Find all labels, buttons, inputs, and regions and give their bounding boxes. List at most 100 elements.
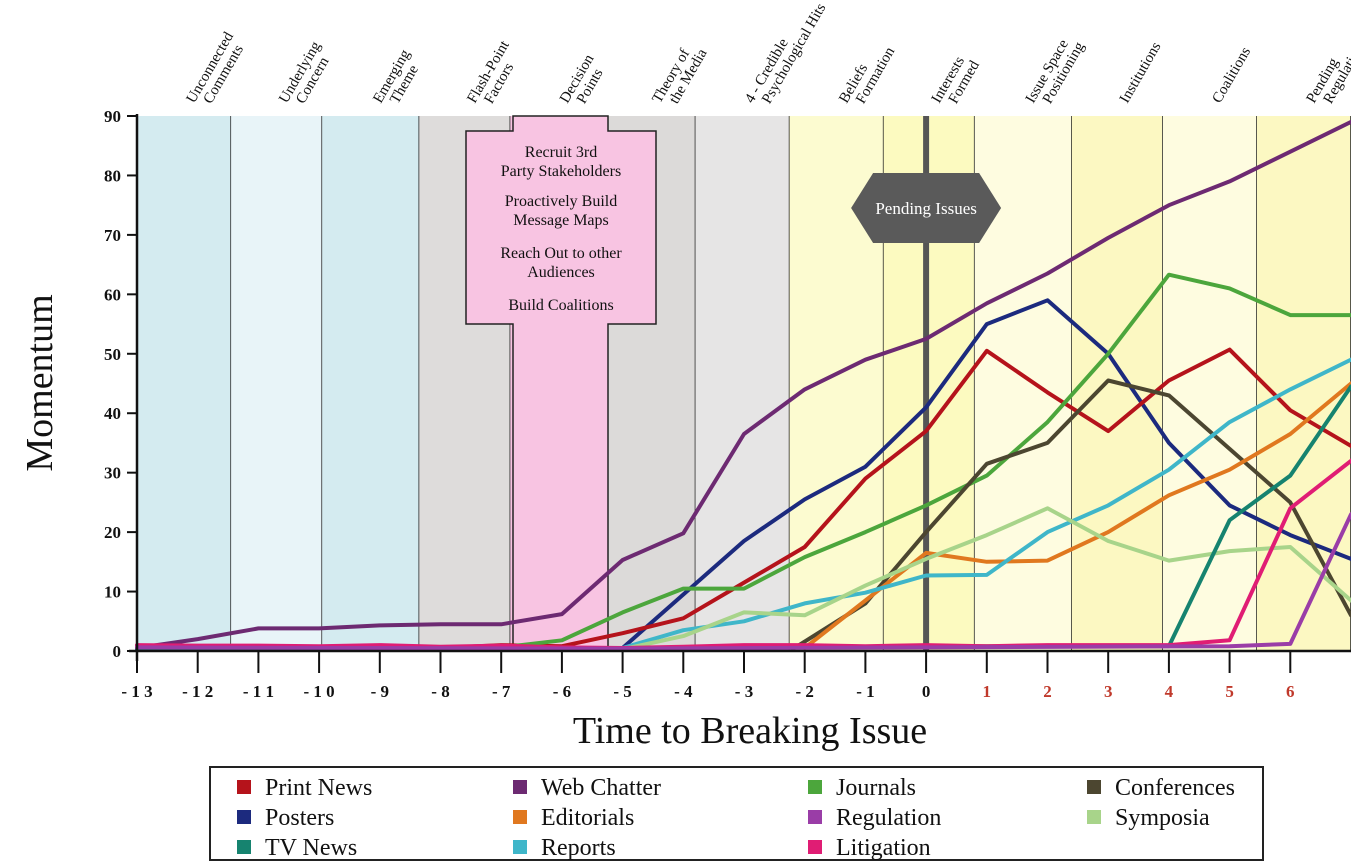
- x-tick-label: - 7: [492, 682, 511, 701]
- legend-item: Editorials: [513, 804, 634, 832]
- legend-label: Editorials: [541, 805, 635, 831]
- phase-label: Issue SpacePositioning: [1023, 31, 1088, 113]
- y-tick-label: 50: [104, 345, 121, 364]
- phase-label: Institutions: [1117, 39, 1165, 106]
- phase-label: DecisionPoints: [557, 51, 611, 113]
- pending-issues-label: Pending Issues: [875, 199, 977, 218]
- series-line: [499, 272, 1351, 650]
- x-tick-label: 2: [1043, 682, 1052, 701]
- phase-labels: UnconnectedComments UnderlyingConcern Emer…: [184, 0, 1351, 114]
- legend: Print News Web Chatter Journals Conferences…: [209, 766, 1264, 861]
- y-tick-label: 90: [104, 107, 121, 126]
- x-tick-label: 4: [1165, 682, 1174, 701]
- x-tick-label: 3: [1104, 682, 1113, 701]
- x-tick-label: - 1 1: [243, 682, 274, 701]
- y-tick-label: 70: [104, 226, 121, 245]
- phase-band: [322, 116, 420, 651]
- legend-item: Regulation: [808, 804, 941, 832]
- y-tick-label: 20: [104, 523, 121, 542]
- pending-issues-badge: [851, 173, 1002, 243]
- legend-item: Posters: [237, 804, 334, 832]
- legend-label: TV News: [265, 835, 358, 861]
- annotations: Recruit 3rd Party Stakeholders Proactively…: [465, 115, 1002, 652]
- decision-box-text: Reach Out to other: [500, 245, 622, 262]
- x-axis-label: Time to Breaking Issue: [573, 710, 927, 752]
- x-tick-label: - 1 3: [121, 682, 152, 701]
- legend-item: TV News: [237, 834, 357, 862]
- legend-swatch: [513, 810, 527, 824]
- x-tick-label: 5: [1225, 682, 1234, 701]
- decision-box-text: Party Stakeholders: [501, 163, 621, 180]
- phase-band: [1162, 116, 1257, 651]
- legend-item: Conferences: [1087, 774, 1235, 802]
- legend-item: Symposia: [1087, 804, 1210, 832]
- phase-label: UnderlyingConcern: [276, 38, 337, 113]
- decision-box-text: Message Maps: [513, 212, 609, 229]
- phase-label: Theory ofthe Media: [650, 38, 711, 113]
- legend-swatch: [808, 810, 822, 824]
- x-tick-label: - 8: [431, 682, 449, 701]
- decision-box-text: Proactively Build: [505, 193, 617, 210]
- phase-label: BeliefsFormation: [836, 37, 898, 114]
- phase-label: 4 - CrediblePsychological Hits: [742, 0, 829, 114]
- phase-label: EmergingTheme: [370, 47, 427, 114]
- decision-box-text: Audiences: [527, 264, 595, 281]
- legend-item: Web Chatter: [513, 774, 661, 802]
- legend-swatch: [237, 780, 251, 794]
- x-tick-label: 1: [983, 682, 992, 701]
- legend-label: Symposia: [1115, 805, 1210, 831]
- x-tick-label: - 2: [795, 682, 813, 701]
- series-line: [620, 357, 1351, 650]
- legend-label: Print News: [265, 775, 373, 801]
- phase-band: [137, 116, 232, 651]
- series-lines: [135, 119, 1351, 652]
- y-tick-label: 80: [104, 166, 121, 185]
- legend-swatch: [237, 840, 251, 854]
- y-tick-label: 10: [104, 583, 121, 602]
- series-line: [802, 381, 1351, 650]
- series-line: [135, 119, 1351, 650]
- legend-item: Litigation: [808, 834, 931, 862]
- legend-label: Regulation: [836, 805, 942, 831]
- decision-box-text: Build Coalitions: [508, 297, 613, 314]
- x-tick-label: - 9: [371, 682, 389, 701]
- phase-label: InterestsFormed: [929, 50, 983, 113]
- phase-label: Flash-PointFactors: [464, 37, 526, 113]
- legend-swatch: [1087, 780, 1101, 794]
- legend-item: Print News: [237, 774, 372, 802]
- y-tick-label: 30: [104, 464, 121, 483]
- decision-box-text: Recruit 3rd: [525, 144, 597, 161]
- y-tick-label: 0: [113, 642, 122, 661]
- phase-band: [695, 116, 790, 651]
- legend-item: Reports: [513, 834, 616, 862]
- series-line: [790, 378, 1351, 652]
- y-tick-label: 40: [104, 404, 121, 423]
- phase-label: UnconnectedComments: [184, 29, 251, 113]
- legend-label: Posters: [265, 805, 335, 831]
- phase-label: Coalitions: [1209, 44, 1254, 106]
- y-axis-label: Momentum: [19, 294, 61, 471]
- legend-swatch: [513, 780, 527, 794]
- x-tick-label: - 1: [856, 682, 874, 701]
- x-tick-label: 0: [922, 682, 931, 701]
- x-tick-label: - 4: [674, 682, 693, 701]
- x-tick-label: - 6: [553, 682, 571, 701]
- series-line: [620, 506, 1351, 652]
- series-line: [135, 512, 1351, 651]
- x-tick-label: 6: [1286, 682, 1295, 701]
- legend-label: Journals: [836, 775, 916, 801]
- legend-swatch: [808, 840, 822, 854]
- legend-swatch: [808, 780, 822, 794]
- x-tick-label: - 1 2: [182, 682, 213, 701]
- x-tick-label: - 1 0: [304, 682, 335, 701]
- x-tick-label: - 3: [735, 682, 753, 701]
- x-tick-label: - 5: [613, 682, 631, 701]
- phase-band: [231, 116, 323, 651]
- legend-swatch: [513, 840, 527, 854]
- phase-label: PendingRegulation: [1304, 34, 1351, 114]
- legend-swatch: [1087, 810, 1101, 824]
- legend-label: Web Chatter: [541, 775, 662, 801]
- legend-label: Litigation: [836, 835, 931, 861]
